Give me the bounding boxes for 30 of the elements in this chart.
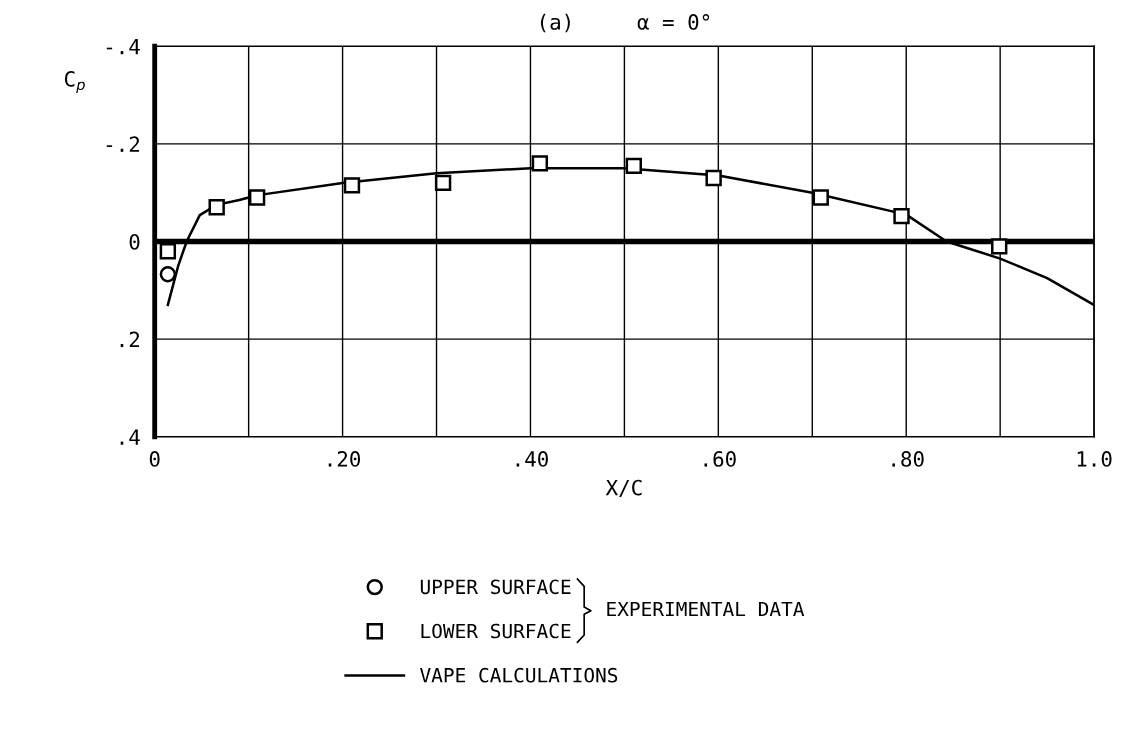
point [531, 155, 549, 172]
x-tick-label: 0 [149, 451, 160, 467]
y-axis-title: C$_{p}$ [64, 71, 85, 93]
text: EXPERIMENTAL DATA [607, 601, 805, 617]
chart-title: (a) α = 0° [540, 13, 710, 33]
point [625, 157, 642, 175]
point [159, 243, 177, 260]
x-axis-title: X/C [605, 479, 642, 498]
point [248, 189, 266, 206]
x-tick-label: 1.0 [1077, 451, 1112, 467]
x-tick-label: .60 [704, 451, 736, 467]
y-tick-label: -.4 [106, 39, 140, 55]
x-tick-label: .20 [328, 451, 361, 467]
point [208, 199, 225, 216]
y-tick-label: 0 [129, 233, 140, 250]
point [434, 174, 452, 192]
point [893, 207, 910, 225]
legend-label: VAPE CALCULATIONS [420, 667, 618, 683]
y-tick-label: -.2 [106, 136, 140, 152]
x-tick-label: .80 [892, 451, 924, 467]
point [705, 169, 722, 187]
point [343, 177, 361, 194]
point [812, 189, 829, 206]
y-tick-label: .4 [120, 429, 140, 445]
x-tick-label: .40 [516, 451, 548, 467]
point [991, 238, 1008, 255]
point [159, 265, 177, 283]
legend-label: LOWER SURFACE [421, 623, 571, 639]
legend-label: UPPER SURFACE [420, 579, 571, 595]
y-tick-label: .2 [120, 331, 140, 348]
